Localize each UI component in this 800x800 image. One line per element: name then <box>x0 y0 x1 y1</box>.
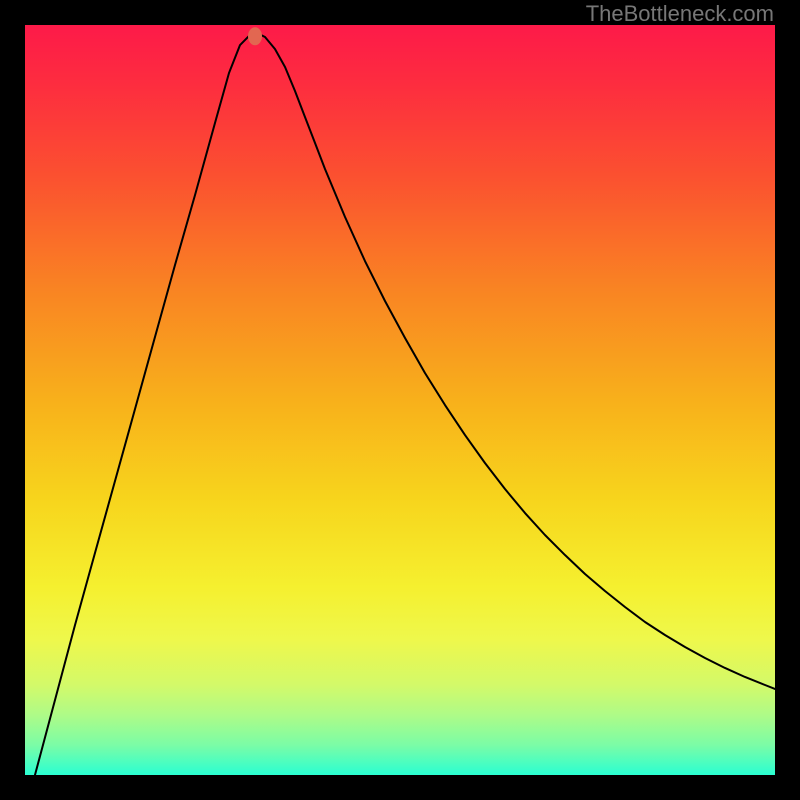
chart-frame: TheBottleneck.com <box>0 0 800 800</box>
watermark-text: TheBottleneck.com <box>586 1 774 27</box>
plot-area <box>25 25 775 775</box>
bottleneck-curve <box>35 33 775 775</box>
optimum-marker <box>248 27 262 45</box>
curve-layer <box>25 25 775 775</box>
